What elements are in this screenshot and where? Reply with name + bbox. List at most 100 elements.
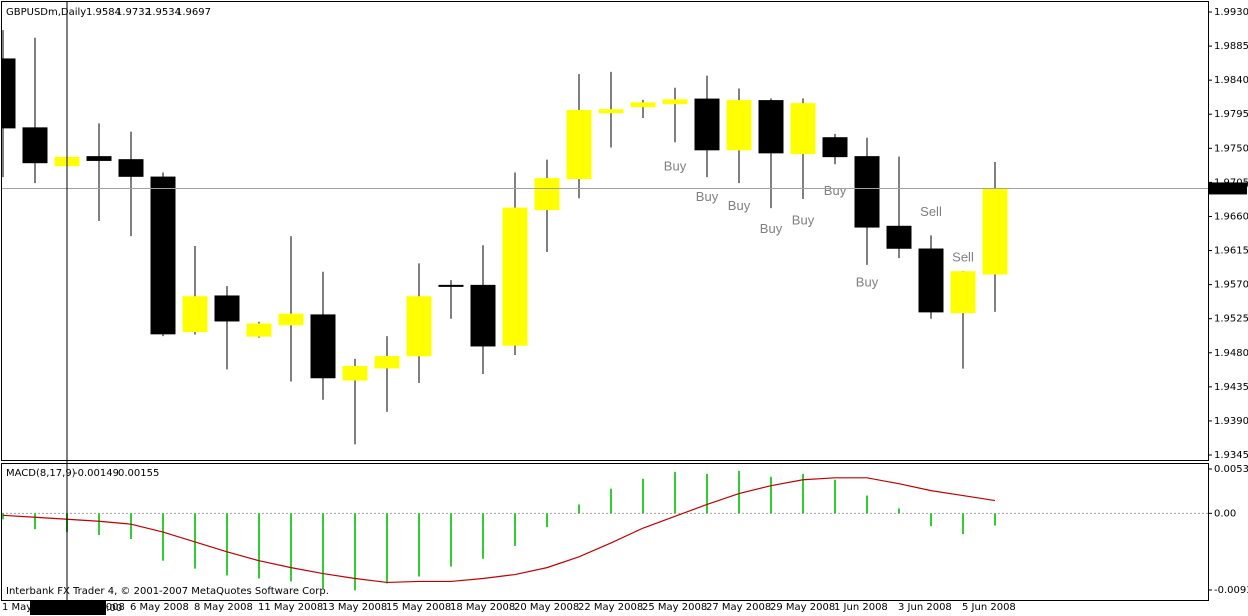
candle-body — [726, 100, 752, 151]
signal-line — [2, 477, 996, 584]
x-tick-label: 13 May 2008 — [322, 602, 387, 613]
signal-label: Buy — [856, 275, 879, 290]
macd-bar — [130, 513, 132, 540]
chart-title: GBPUSDm,Daily — [6, 7, 86, 18]
ohlc-value: 1.9534 — [146, 7, 181, 18]
candle-body — [982, 187, 1008, 275]
candle-body — [502, 207, 528, 346]
macd-bar — [290, 513, 292, 582]
macd-bar — [354, 513, 356, 591]
macd-title: MACD(8,17,9) — [6, 468, 76, 479]
y-tick-label: 1.9615 — [1214, 246, 1248, 257]
macd-bar — [546, 513, 548, 528]
ohlc-value: 1.9697 — [176, 7, 211, 18]
price-panel — [1, 1, 1209, 461]
y-tick-label: 1.9525 — [1214, 314, 1248, 325]
signal-label: Buy — [792, 212, 815, 227]
y-tick-label: 1.9930 — [1214, 7, 1248, 18]
candle-body — [598, 109, 624, 114]
macd-bar — [162, 513, 164, 561]
candle-body — [150, 176, 176, 335]
current-price-box — [1209, 182, 1247, 195]
macd-bar — [962, 513, 964, 535]
macd-bar — [322, 513, 324, 589]
x-tick-label: 5 Jun 2008 — [962, 602, 1016, 613]
y-tick-label: 1.9570 — [1214, 280, 1248, 291]
candle-body — [918, 248, 944, 313]
macd-bar — [34, 513, 36, 530]
macd-value: -0.00149 — [74, 468, 119, 479]
macd-bar — [194, 513, 196, 569]
macd-bar — [226, 513, 228, 576]
current-price-label: 1.9697 — [1214, 183, 1248, 194]
x-tick-label: 3 Jun 2008 — [898, 602, 952, 613]
candle-body — [406, 296, 432, 357]
candle-body — [694, 98, 720, 151]
candle-body — [822, 137, 848, 158]
ohlc-value: 1.9732 — [116, 7, 151, 18]
macd-bar — [386, 513, 388, 584]
macd-bar — [418, 513, 420, 577]
macd-bar — [2, 513, 4, 520]
y-tick-label: 1.9795 — [1214, 109, 1248, 120]
candle-body — [278, 313, 304, 326]
candle-body — [86, 156, 112, 161]
candle-body — [662, 99, 688, 105]
macd-bar — [482, 513, 484, 559]
macd-bar — [450, 513, 452, 567]
x-tick-label: 29 May 2008 — [770, 602, 835, 613]
y-tick-label: 1.9390 — [1214, 416, 1248, 427]
macd-bar — [738, 470, 740, 514]
x-tick-label: 20 May 2008 — [514, 602, 579, 613]
candle-body — [854, 156, 880, 228]
macd-bar — [258, 513, 260, 579]
candle-body — [310, 314, 336, 379]
crosshair-label: 2008.05.04 00:00 — [33, 603, 122, 614]
macd-bar — [674, 471, 676, 514]
candle-body — [470, 284, 496, 347]
x-tick-label: 18 May 2008 — [450, 602, 515, 613]
y-tick-label: 1.9345 — [1214, 450, 1248, 461]
signal-label: Buy — [824, 183, 847, 198]
ohlc-value: 1.9584 — [86, 7, 121, 18]
x-tick-label: 27 May 2008 — [706, 602, 771, 613]
macd-bar — [770, 476, 772, 514]
y-tick-label: 1.9660 — [1214, 211, 1248, 222]
candle-body — [566, 109, 592, 180]
macd-bar — [866, 495, 868, 514]
macd-bar — [898, 508, 900, 514]
signal-label: Buy — [728, 198, 751, 213]
macd-bar — [610, 488, 612, 514]
macd-bar — [834, 479, 836, 514]
y-tick-label: 1.9840 — [1214, 75, 1248, 86]
candle-body — [438, 284, 464, 287]
y-tick-label: 1.9885 — [1214, 41, 1248, 52]
x-tick-label: 11 May 2008 — [258, 602, 323, 613]
macd-bar — [98, 513, 100, 536]
macd-bar — [642, 478, 644, 514]
x-tick-label: 22 May 2008 — [578, 602, 643, 613]
candle-body — [534, 178, 560, 211]
footer: Interbank FX Trader 4, © 2001-2007 MetaQ… — [6, 586, 329, 597]
candle-body — [950, 271, 976, 314]
crosshair-box — [30, 601, 106, 615]
macd-bar — [994, 513, 996, 526]
x-tick-label: 1 Jun 2008 — [834, 602, 888, 613]
macd-bar — [578, 504, 580, 514]
candle-body — [22, 127, 48, 164]
candle-body — [886, 225, 912, 249]
signal-label: Sell — [920, 204, 942, 219]
y-tick-label: 0.00 — [1214, 508, 1236, 519]
candle-body — [758, 100, 784, 154]
signal-value: 0.00155 — [118, 468, 159, 479]
x-tick-label: 6 May 2008 — [130, 602, 189, 613]
y-tick-label: 1.9480 — [1214, 348, 1248, 359]
candle-body — [118, 159, 144, 177]
candle-body — [246, 323, 272, 337]
signal-label: Buy — [696, 189, 719, 204]
candle-body — [790, 103, 816, 155]
macd-bar — [706, 473, 708, 514]
macd-bar — [930, 513, 932, 527]
x-tick-label: 25 May 2008 — [642, 602, 707, 613]
